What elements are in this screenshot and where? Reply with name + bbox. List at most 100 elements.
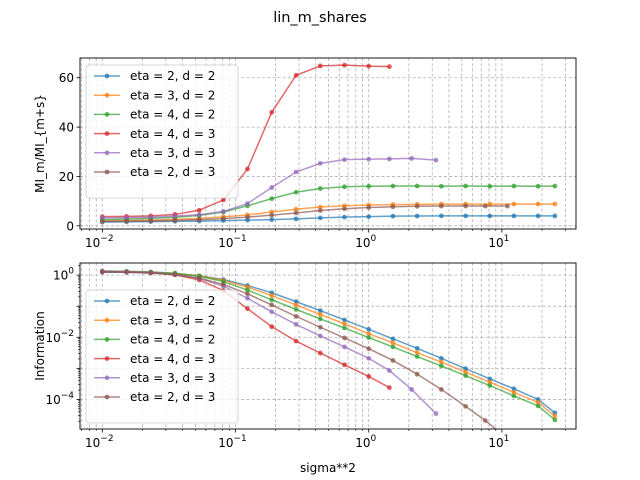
top-data-point <box>505 203 510 209</box>
top-data-point <box>245 166 250 172</box>
bottom-data-point <box>414 345 420 351</box>
top-data-point <box>386 156 392 162</box>
top-data-point <box>342 206 347 212</box>
top-legend: eta = 2, d = 2 eta = 3, d = 2 eta = 4, d =… <box>85 64 239 199</box>
top-data-point <box>463 213 469 219</box>
top-axes-frame <box>79 57 577 230</box>
bottom-legend-label: eta = 4, d = 3 <box>130 352 215 366</box>
top-legend-label: eta = 3, d = 3 <box>130 146 215 160</box>
top-data-point <box>482 203 488 209</box>
top-data-point <box>366 63 372 69</box>
top-data-point <box>409 156 415 161</box>
top-y-tick-label: 0 <box>66 219 74 233</box>
top-data-point <box>196 212 202 218</box>
top-legend-swatch-marker <box>104 131 110 137</box>
top-data-point <box>293 206 299 212</box>
top-legend-swatch-marker <box>104 73 110 79</box>
top-data-point <box>552 183 558 189</box>
bottom-y-tick-label-exp: −2 <box>61 329 74 339</box>
bottom-legend-box <box>85 289 239 424</box>
top-data-point <box>317 204 323 210</box>
bottom-x-tick-label-exp: −2 <box>100 434 113 444</box>
bottom-data-point <box>463 366 469 372</box>
bottom-data-point <box>366 326 372 332</box>
bottom-x-tick-label: 10−1 <box>218 434 247 450</box>
bottom-data-point <box>438 363 444 369</box>
top-x-tick-label-exp: 0 <box>370 234 376 244</box>
top-data-point <box>172 213 178 219</box>
bottom-data-point <box>245 306 250 312</box>
top-data-point <box>535 213 541 219</box>
bottom-data-point <box>366 374 372 379</box>
bottom-axes-frame <box>79 262 577 430</box>
top-y-tick-label: 40 <box>59 121 74 135</box>
bottom-y-tick-label-base: 10 <box>45 331 60 345</box>
top-y-tick-label: 20 <box>59 170 74 184</box>
top-data-point <box>293 210 299 216</box>
top-data-point <box>463 203 469 209</box>
top-data-point <box>269 217 275 223</box>
top-legend-label: eta = 2, d = 3 <box>130 165 215 179</box>
top-legend-box <box>85 64 239 199</box>
top-x-tick-label-base: 10 <box>355 236 370 250</box>
bottom-data-point <box>463 403 469 409</box>
bottom-data-point <box>414 371 420 377</box>
top-data-point <box>366 156 372 162</box>
top-data-point <box>317 63 323 69</box>
bottom-data-point <box>438 359 444 365</box>
bottom-data-point <box>293 338 299 344</box>
top-data-point <box>293 72 299 78</box>
bottom-y-axis-label: Information <box>33 311 47 380</box>
top-y-tick-label: 60 <box>59 71 74 85</box>
bottom-data-point <box>342 344 347 350</box>
top-data-point <box>220 216 226 222</box>
bottom-legend-swatch-marker <box>104 337 110 342</box>
top-x-tick-label-exp: −2 <box>100 234 113 244</box>
bottom-data-point <box>245 291 250 297</box>
top-x-tick-label-exp: 1 <box>504 234 510 244</box>
bottom-data-point <box>245 287 250 293</box>
bottom-x-tick-label-exp: −1 <box>234 434 247 444</box>
top-x-tick-label-base: 10 <box>85 236 100 250</box>
bottom-y-tick-label: 100 <box>53 267 74 283</box>
bottom-data-point <box>342 317 347 323</box>
top-data-point <box>317 208 323 213</box>
bottom-legend-label: eta = 4, d = 2 <box>130 333 215 347</box>
bottom-data-point <box>463 369 469 375</box>
top-data-point <box>535 201 541 207</box>
top-series-line-0 <box>102 215 555 223</box>
bottom-data-point <box>535 400 541 405</box>
bottom-data-point <box>317 316 323 322</box>
bottom-y-tick-label-exp: 0 <box>68 267 74 277</box>
top-data-point <box>293 169 299 175</box>
bottom-data-point <box>390 336 396 342</box>
top-x-tick-label: 100 <box>355 234 376 250</box>
top-data-point <box>245 214 250 220</box>
bottom-data-point <box>293 321 299 327</box>
bottom-data-point <box>390 358 396 363</box>
top-data-point <box>487 201 493 207</box>
bottom-x-tick-label: 100 <box>355 434 376 450</box>
bottom-x-tick-label: 10−2 <box>85 434 114 450</box>
bottom-data-point <box>245 295 250 301</box>
top-data-point <box>366 205 372 210</box>
bottom-data-point <box>487 383 493 388</box>
bottom-data-point <box>535 403 541 409</box>
bottom-legend: eta = 2, d = 2 eta = 3, d = 2 eta = 4, d =… <box>85 289 239 424</box>
top-data-point <box>487 213 493 219</box>
bottom-data-point <box>390 340 396 346</box>
bottom-x-tick-label-base: 10 <box>85 436 100 450</box>
top-data-point <box>196 217 202 223</box>
bottom-data-point <box>386 385 392 391</box>
bottom-data-point <box>463 373 469 379</box>
bottom-data-point <box>487 379 493 385</box>
bottom-data-point <box>317 308 323 314</box>
bottom-x-tick-label-exp: 0 <box>370 434 376 444</box>
top-data-point <box>487 183 493 189</box>
bottom-legend-label: eta = 2, d = 2 <box>130 294 215 308</box>
top-data-point <box>99 215 105 221</box>
bottom-x-axis-label: sigma**2 <box>300 461 356 475</box>
bottom-data-point <box>220 282 226 287</box>
top-legend-swatch-marker <box>104 150 110 156</box>
